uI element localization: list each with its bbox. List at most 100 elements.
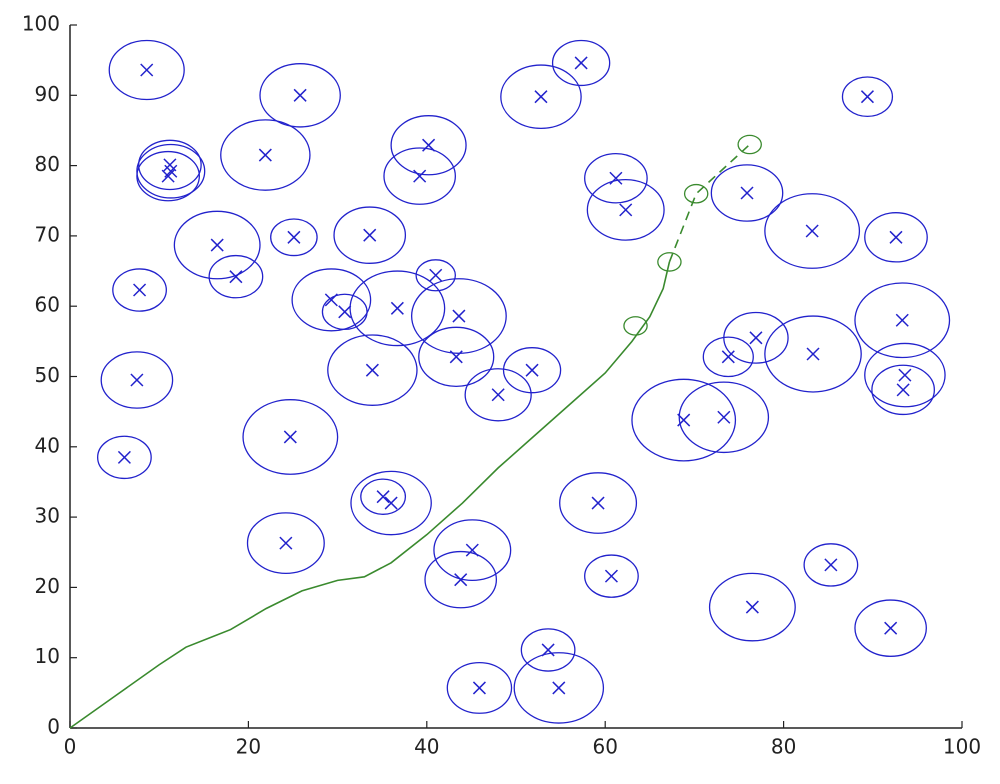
obstacle-center <box>449 350 463 364</box>
obstacle-circle <box>321 293 368 331</box>
cross-stroke <box>717 410 731 424</box>
cross-stroke <box>338 305 352 319</box>
x-tick-label: 0 <box>64 735 77 759</box>
obstacle-circle <box>841 76 894 118</box>
obstacle-circle <box>208 254 264 299</box>
obstacle-center <box>117 450 131 464</box>
cross-stroke <box>805 224 819 238</box>
cross-stroke <box>283 430 297 444</box>
cross-stroke <box>287 230 301 244</box>
cross-stroke <box>376 490 390 504</box>
cross-stroke <box>898 368 912 382</box>
cross-stroke <box>604 569 618 583</box>
cross-stroke <box>574 56 588 70</box>
cross-stroke <box>472 681 486 695</box>
obstacle-circle <box>854 282 951 359</box>
y-tick-label: 40 <box>35 433 60 457</box>
obstacle-center <box>884 621 898 635</box>
obstacle-center <box>164 164 178 178</box>
cross-stroke <box>806 347 820 361</box>
obstacle-circle <box>764 315 862 393</box>
obstacle-circle <box>136 143 206 199</box>
obstacle-circle <box>100 351 174 409</box>
x-tick-label: 40 <box>414 735 439 759</box>
cross-stroke <box>390 301 404 315</box>
obstacle-circle <box>383 147 456 205</box>
obstacle-circle <box>631 378 737 462</box>
obstacle-center <box>163 158 177 172</box>
cross-stroke <box>413 169 427 183</box>
obstacle-center <box>472 681 486 695</box>
obstacle-circle <box>418 326 495 387</box>
cross-stroke <box>117 450 131 464</box>
obstacle-circle <box>586 179 665 241</box>
obstacle-center <box>365 363 379 377</box>
x-tick-label: 100 <box>943 735 981 759</box>
obstacle-center <box>384 496 398 510</box>
cross-stroke <box>895 313 909 327</box>
cross-stroke <box>163 158 177 172</box>
obstacle-circle <box>350 470 432 536</box>
obstacle-center <box>805 224 819 238</box>
cross-stroke <box>884 621 898 635</box>
obstacle-center <box>749 331 763 345</box>
obstacle-center <box>609 171 623 185</box>
cross-stroke <box>365 363 379 377</box>
cross-stroke <box>422 138 436 152</box>
obstacle-center <box>552 681 566 695</box>
obstacle-center <box>806 347 820 361</box>
obstacle-center <box>525 363 539 377</box>
obstacle-circle <box>584 152 648 204</box>
obstacle-circle <box>678 381 770 454</box>
obstacle-center <box>604 569 618 583</box>
obstacle-circle <box>446 661 513 714</box>
cross-stroke <box>140 63 154 77</box>
obstacle-center <box>454 573 468 587</box>
cross-stroke <box>745 600 759 614</box>
obstacle-circle <box>500 64 582 129</box>
obstacle-center <box>898 368 912 382</box>
obstacle-circle <box>702 336 754 378</box>
obstacle-center <box>721 350 735 364</box>
obstacle-center <box>210 238 224 252</box>
obstacle-center <box>287 230 301 244</box>
cross-stroke <box>133 283 147 297</box>
y-tick-label: 10 <box>35 644 60 668</box>
waypoint <box>737 134 762 155</box>
obstacle-circle <box>242 399 339 475</box>
obstacle-circle <box>854 599 927 657</box>
cross-stroke <box>449 350 463 364</box>
obstacle-center <box>413 169 427 183</box>
cross-stroke <box>465 543 479 557</box>
obstacle-circle <box>764 193 861 269</box>
cross-stroke <box>454 573 468 587</box>
planned-path <box>668 143 751 263</box>
obstacle-center <box>619 203 633 217</box>
cross-stroke <box>130 373 144 387</box>
cross-stroke <box>721 350 735 364</box>
y-tick-label: 20 <box>35 574 60 598</box>
cross-stroke <box>860 90 874 104</box>
obstacle-circle <box>108 39 185 101</box>
x-tick-label: 20 <box>236 735 261 759</box>
obstacle-circle <box>433 519 512 582</box>
cross-stroke <box>749 331 763 345</box>
obstacle-center <box>140 63 154 77</box>
obstacle-circle <box>710 164 784 222</box>
obstacle-circle <box>723 311 789 364</box>
obstacle-center <box>130 373 144 387</box>
obstacle-circle <box>464 368 532 422</box>
obstacle-center <box>745 600 759 614</box>
obstacle-circle <box>584 554 639 598</box>
obstacle-center <box>491 388 505 402</box>
obstacle-center <box>293 88 307 102</box>
obstacle-center <box>534 90 548 104</box>
y-tick-label: 100 <box>22 12 60 36</box>
cross-stroke <box>534 90 548 104</box>
obstacle-circle <box>871 364 935 416</box>
obstacle-circle <box>864 342 946 408</box>
obstacle-center <box>338 305 352 319</box>
obstacle-center <box>824 558 838 572</box>
obstacle-circle <box>291 268 372 332</box>
